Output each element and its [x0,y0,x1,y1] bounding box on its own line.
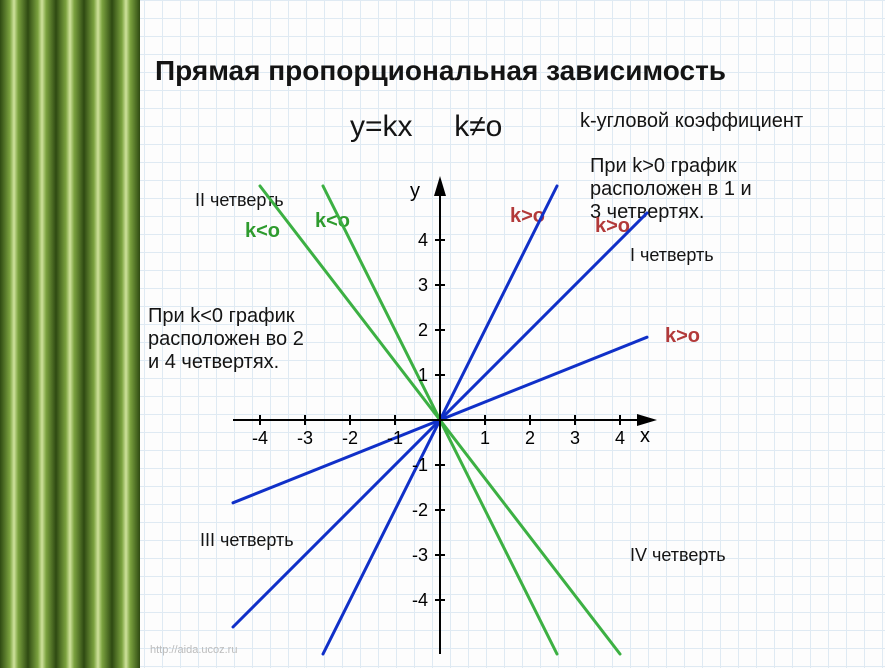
svg-text:2: 2 [418,320,428,340]
slide-stage: Прямая пропорциональная зависимость y=kx… [0,0,885,668]
svg-text:2: 2 [525,428,535,448]
coordinate-chart: -4 -4 -3 -3 -2 -2 -1 -1 1 1 2 2 3 3 4 4 [0,0,885,668]
svg-text:-4: -4 [252,428,268,448]
svg-text:3: 3 [418,275,428,295]
svg-text:1: 1 [480,428,490,448]
footer-url: http://aida.ucoz.ru [150,644,237,656]
svg-text:1: 1 [418,365,428,385]
svg-text:-1: -1 [412,455,428,475]
svg-text:-3: -3 [297,428,313,448]
svg-text:-1: -1 [387,428,403,448]
svg-text:-3: -3 [412,545,428,565]
svg-text:-4: -4 [412,590,428,610]
svg-text:-2: -2 [342,428,358,448]
svg-text:3: 3 [570,428,580,448]
svg-text:-2: -2 [412,500,428,520]
svg-text:4: 4 [615,428,625,448]
svg-text:4: 4 [418,230,428,250]
